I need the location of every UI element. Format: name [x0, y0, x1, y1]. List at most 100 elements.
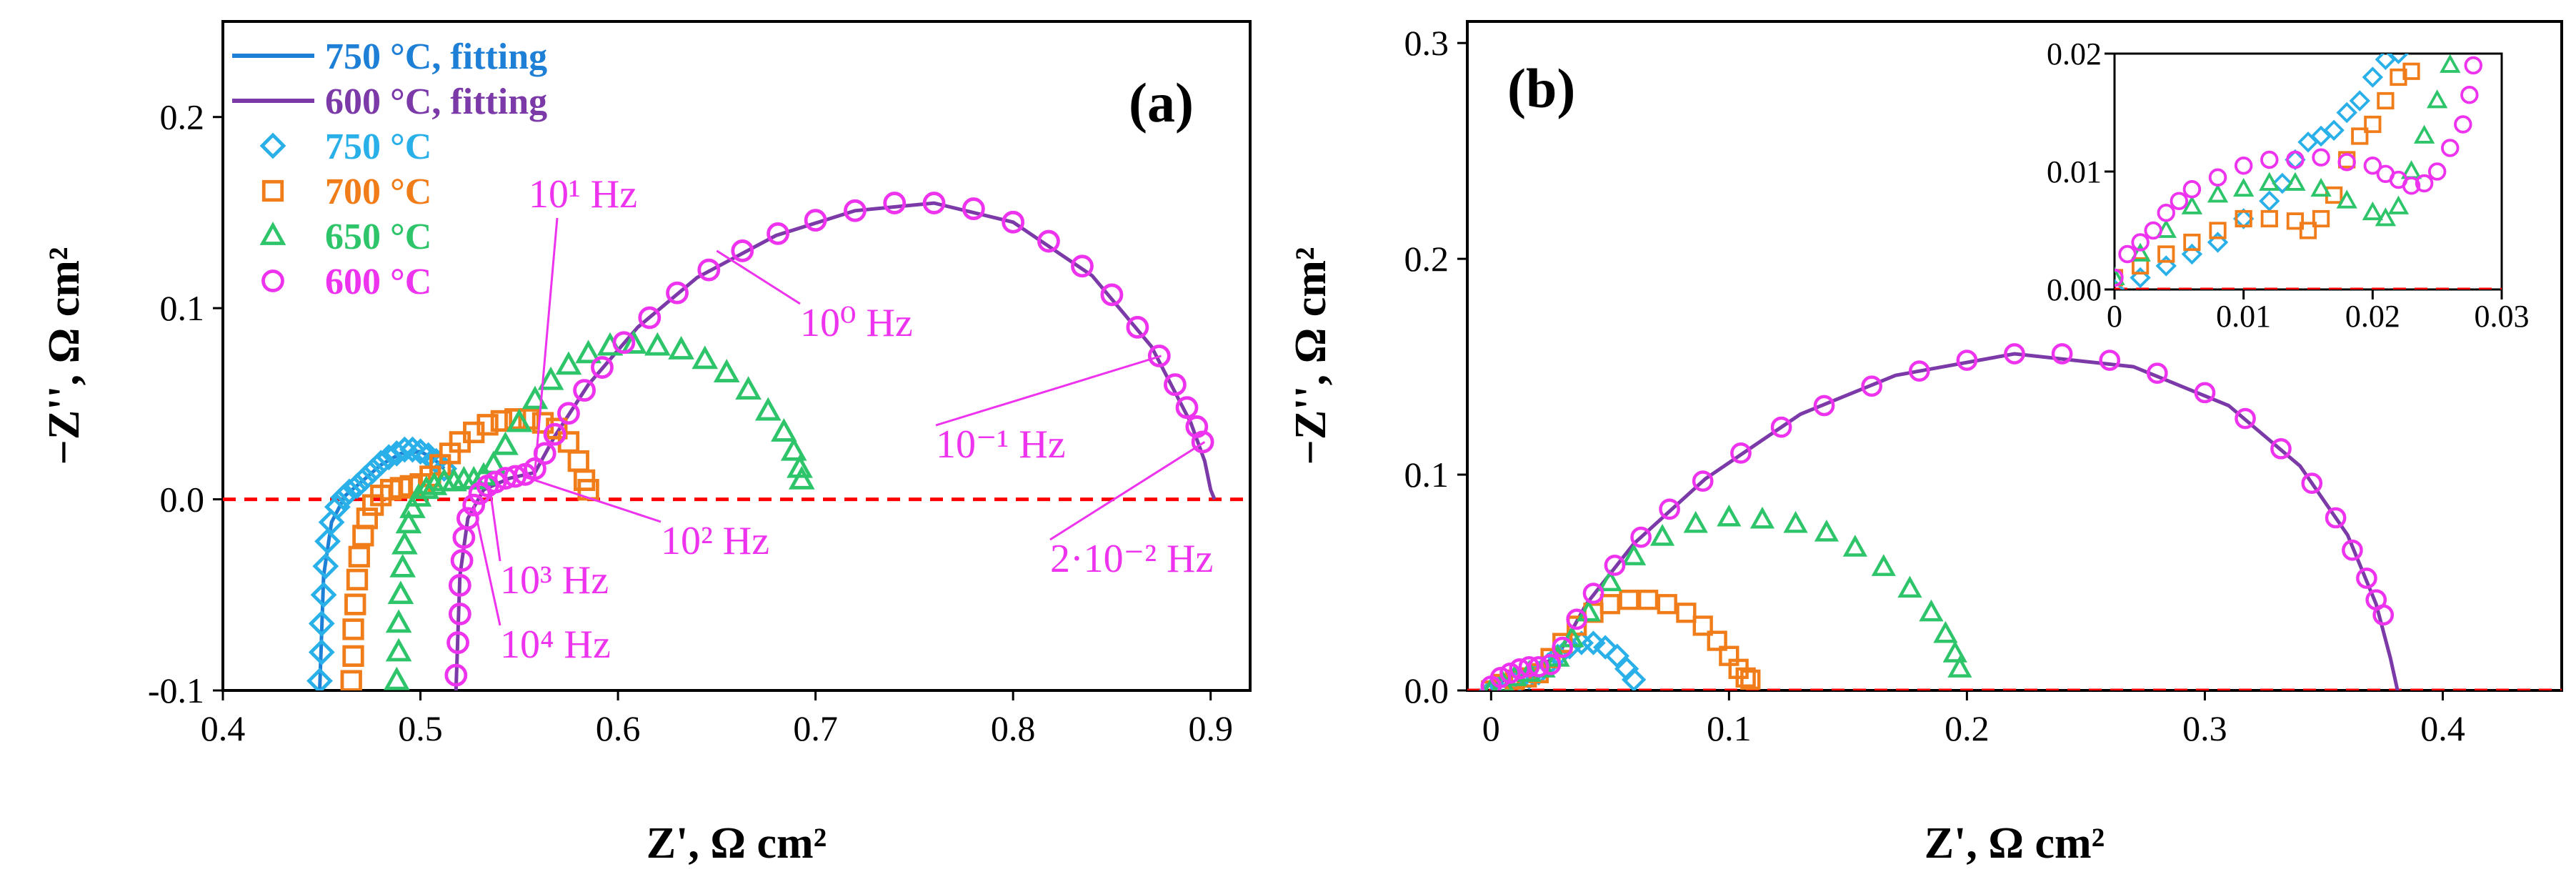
panel-a-650-c-point: [387, 580, 414, 605]
panel-b-y-tick-label: 0.3: [1404, 23, 1449, 63]
panel-a-x-tick-label: 0.6: [596, 708, 641, 748]
panel-a-600-c-point: [767, 222, 789, 245]
panel-b-700-c-point: [1599, 594, 1620, 615]
panel-a-600-c-point: [450, 549, 474, 573]
panel-b-y-axis-label: −Z'', Ω cm²: [1287, 247, 1335, 465]
panel-a-750-c-point: [407, 438, 434, 465]
inset-650-c-point: [2362, 201, 2384, 221]
legend-marker-swatch: [261, 269, 284, 292]
panel-a-600-c-point: [1164, 373, 1187, 397]
inset-x-tick-label: 0.02: [2345, 299, 2400, 334]
legend-marker-swatch: [259, 132, 286, 159]
inset-700-c-point: [2183, 233, 2201, 252]
panel-a-y-tick-label: 0.0: [160, 480, 205, 520]
panel-b-650-c-point: [1814, 519, 1839, 542]
panel-a-650-c-point: [644, 332, 671, 356]
panel-b-600-c-point: [1528, 655, 1549, 678]
panel-b-750-c-point: [1581, 630, 1606, 655]
panel-a-x-tick-label: 0.4: [201, 708, 246, 748]
panel-a-frame: [221, 20, 1252, 692]
inset-600-c-point: [2337, 153, 2356, 172]
panel-b-600-c-point: [1582, 583, 1604, 604]
panel-a-600-c-point: [1147, 345, 1171, 367]
panel-b-700-c-point: [1692, 615, 1713, 636]
panel-a-600-c-point: [533, 442, 556, 465]
inset-750-c-point: [2130, 267, 2151, 289]
inset-700-c-point: [2364, 115, 2382, 134]
panel-a-600-c-point: [697, 258, 721, 282]
panel-a-650-c-point: [692, 345, 719, 370]
panel-a-y-tick-label: 0.1: [160, 288, 205, 328]
inset-600-c-point: [2182, 180, 2202, 199]
panel-a-750-c-point: [351, 465, 379, 492]
panel-b-600-c-point: [1566, 608, 1588, 630]
panel-b-600-c-point: [1499, 663, 1521, 684]
inset-700-c-point: [2132, 257, 2150, 275]
panel-a-700-c-point: [344, 593, 366, 615]
panel-a-750-c-point: [330, 484, 357, 511]
panel-b-600-c-point: [1604, 555, 1626, 576]
panel-b-650-c-point: [1749, 506, 1775, 529]
panel-a-750-c-point: [399, 436, 426, 463]
panel-a-600-c-point: [446, 631, 469, 655]
panel-a-700-c-point: [346, 568, 369, 591]
panel-a-750-c-point: [314, 528, 341, 555]
panel-a-600-c-point: [1126, 315, 1149, 339]
annotation-leader-line: [1049, 441, 1206, 541]
panel-b-650-c-point: [1576, 599, 1601, 622]
panel-a-650-c-point: [389, 553, 416, 578]
annotation-leader-line: [472, 505, 501, 626]
panel-a-650-c-point: [421, 471, 448, 495]
panel-a-y-axis-label: −Z'', Ω cm²: [40, 247, 89, 465]
panel-a-600-c-point: [448, 574, 471, 597]
panel-b-650-c-point: [1842, 535, 1867, 557]
panel-b-650-c-point: [1622, 543, 1647, 565]
panel-b-600-c-point: [1552, 636, 1574, 658]
panel-b-label: (b): [1507, 57, 1575, 119]
panel-a-700-c-point: [342, 645, 364, 668]
panel-a-600-c-point: [462, 493, 486, 517]
inset-y-tick-label: 0.00: [2047, 272, 2102, 307]
panel-b-700-c-point: [1735, 667, 1756, 688]
panel-b-600-c-point: [1539, 653, 1562, 675]
panel-b-600-c-point: [2146, 362, 2168, 384]
panel-a-600-c-point: [883, 192, 907, 214]
annotation-leader-line: [534, 217, 559, 471]
legend-entry-label: 700 °C: [325, 172, 431, 212]
panel-a-750-c-point: [336, 478, 363, 505]
inset-650-c-point: [2413, 124, 2435, 144]
inset-x-tick-label: 0.03: [2475, 299, 2530, 334]
panel-a-650-c-point: [413, 475, 440, 500]
panel-b-600-c-point: [2342, 539, 2363, 561]
panel-a-600-c-fitting-fit-line: [454, 201, 1217, 690]
panel-b-x-tick-label: 0.1: [1707, 708, 1752, 748]
inset-y-tick-label: 0.01: [2047, 154, 2102, 189]
inset-700-c-point: [2312, 209, 2330, 228]
legend-entry-label: 600 °C, fitting: [325, 81, 547, 122]
inset-650-c-point: [2207, 184, 2229, 203]
inset-600-c-point: [2170, 192, 2189, 210]
panel-a-750-c-point: [310, 581, 337, 608]
panel-a-650-c-point: [506, 408, 533, 432]
panel-b-x-tick-label: 0: [1482, 708, 1500, 748]
inset-700-c-point: [2351, 127, 2369, 145]
panel-a-y-tick-label: -0.1: [148, 670, 204, 710]
panel-b-600-c-point: [2051, 343, 2073, 365]
panel-b-650-c-point: [1717, 504, 1742, 527]
panel-a-750-c-point: [367, 450, 394, 477]
panel-b-600-c-point: [1770, 416, 1792, 438]
panel-a-600-c-point: [1175, 396, 1199, 420]
panel-a-600-c-point: [484, 470, 507, 494]
panel-b-700-c-point: [1707, 630, 1727, 651]
inset-600-c-point: [2363, 157, 2382, 175]
panel-b-650-c-point: [1649, 524, 1675, 546]
panel-a-650-c-point: [395, 510, 422, 534]
panel-b-600-c-point: [1659, 498, 1680, 520]
panel-a-650-c-point: [399, 495, 426, 518]
inset-700-c-point: [2209, 222, 2227, 239]
frequency-annotation: 10⁰ Hz: [800, 301, 913, 345]
panel-b-600-c-point: [1692, 470, 1714, 492]
inset-700-c-point: [2235, 209, 2252, 228]
panel-b-700-c-point: [1619, 590, 1639, 610]
frequency-annotation: 10³ Hz: [500, 558, 609, 603]
